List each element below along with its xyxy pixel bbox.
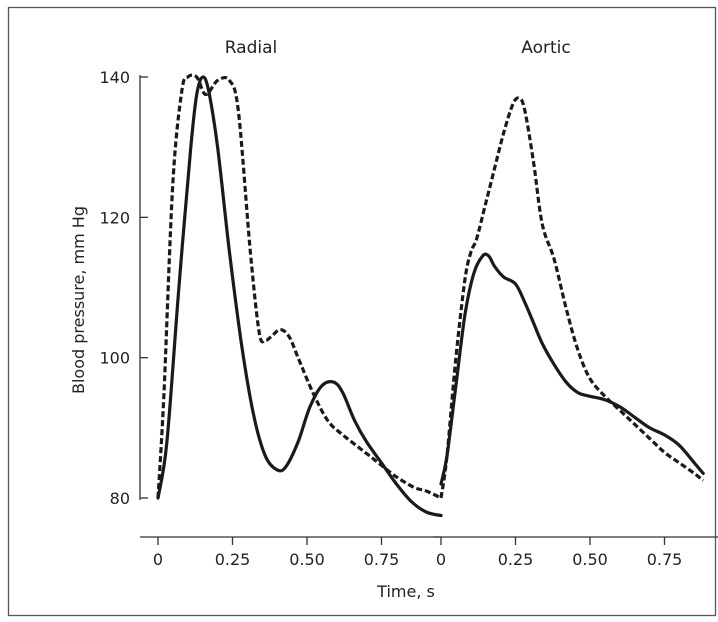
x-tick-label: 0.25 — [215, 550, 251, 569]
aortic-dashed-series-line — [439, 96, 705, 499]
x-tick-label: 0 — [153, 550, 163, 569]
chart-border — [7, 6, 717, 617]
x-tick-label: 0.50 — [572, 550, 608, 569]
panel-title-aortic: Aortic — [521, 38, 570, 58]
y-tick-label: 120 — [99, 208, 130, 227]
x-tick-label: 0.50 — [289, 550, 325, 569]
x-tick-label: 0.25 — [498, 550, 534, 569]
x-axis-label: Time, s — [376, 582, 435, 601]
x-tick-label: 0.75 — [647, 550, 683, 569]
y-tick-label: 80 — [110, 489, 130, 508]
x-tick-label: 0.75 — [364, 550, 400, 569]
y-axis-label: Blood pressure, mm Hg — [69, 206, 88, 394]
panel-title-radial: Radial — [225, 38, 278, 58]
aortic-solid-series-line — [439, 252, 705, 486]
labels-layer: Radial Aortic Time, s Blood pressure, mm… — [69, 38, 571, 601]
x-tick-label: 0 — [436, 550, 446, 569]
radial-dashed-series-line — [156, 73, 442, 500]
radial-solid-series-line — [156, 75, 443, 518]
y-tick-label: 100 — [99, 349, 130, 368]
axes: 80 100 120 140 0 0.25 0.50 0.75 0 0.25 0.50 0.75 — [99, 68, 718, 569]
series-layer — [156, 73, 705, 518]
y-tick-label: 140 — [99, 68, 130, 87]
